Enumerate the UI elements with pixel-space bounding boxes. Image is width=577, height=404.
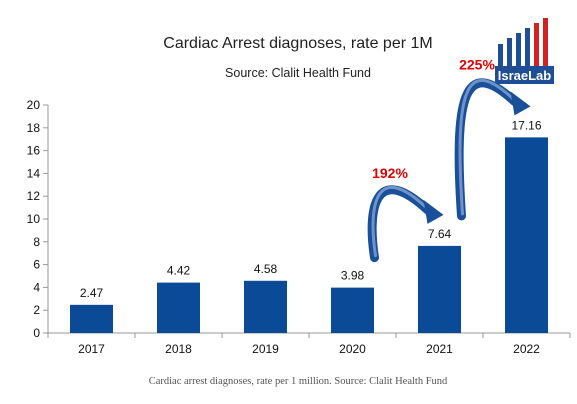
value-label-2022: 17.16 [511, 118, 541, 132]
y-axis: 0 2 4 6 8 10 12 14 16 18 20 [27, 98, 49, 340]
logo-bar [498, 44, 503, 66]
x-tick-label: 2022 [513, 342, 540, 356]
growth-arrow-highlight [458, 78, 514, 216]
growth-arrow-highlight [371, 185, 427, 258]
x-axis: 2017 2018 2019 2020 2021 2022 [47, 332, 571, 356]
logo-bar [534, 23, 539, 66]
value-labels: 2.47 4.42 4.58 3.98 7.64 17.16 [80, 118, 542, 299]
y-tick-label: 2 [33, 303, 40, 317]
bar-2017 [70, 304, 113, 333]
value-label-2018: 4.42 [167, 264, 191, 278]
y-tick-label: 10 [27, 212, 41, 226]
growth-arrow-head [423, 199, 444, 224]
x-tick-label: 2018 [165, 342, 192, 356]
growth-label: 225% [459, 56, 495, 72]
y-tick-label: 16 [27, 144, 41, 158]
bar-2021 [418, 245, 461, 333]
value-label-2020: 3.98 [341, 269, 365, 283]
y-tick-label: 6 [33, 258, 40, 272]
growth-arrow-head [510, 91, 531, 116]
bars [70, 137, 548, 333]
value-label-2019: 4.58 [254, 262, 278, 276]
bar-2018 [157, 282, 200, 333]
caption: Cardiac arrest diagnoses, rate per 1 mil… [149, 376, 448, 387]
y-tick-label: 12 [27, 189, 41, 203]
y-tick-label: 4 [33, 280, 40, 294]
value-label-2017: 2.47 [80, 286, 104, 300]
y-tick-label: 8 [33, 235, 40, 249]
logo-banner [495, 66, 554, 84]
growth-annotations: 192% 225% [367, 56, 531, 263]
bar-2020 [331, 287, 374, 333]
growth-label: 192% [372, 165, 408, 181]
x-tick-label: 2017 [78, 342, 105, 356]
y-tick-label: 20 [27, 98, 41, 112]
logo-bar [543, 18, 548, 66]
logo-text: IsraeLab [498, 68, 552, 83]
logo-bar [507, 38, 512, 66]
bar-2019 [244, 280, 287, 333]
logo-bar [516, 33, 521, 66]
value-label-2021: 7.64 [428, 227, 452, 241]
y-tick-label: 0 [33, 326, 40, 340]
x-tick-label: 2021 [426, 342, 453, 356]
y-tick-label: 18 [27, 121, 41, 135]
y-tick-label: 14 [27, 166, 41, 180]
chart-title: Cardiac Arrest diagnoses, rate per 1M [163, 35, 432, 52]
bar-2022 [505, 137, 548, 333]
israelab-logo: IsraeLab [495, 18, 554, 84]
x-tick-label: 2020 [339, 342, 366, 356]
chart-subtitle: Source: Clalit Health Fund [225, 66, 371, 80]
logo-bar [525, 28, 530, 66]
x-tick-label: 2019 [252, 342, 279, 356]
